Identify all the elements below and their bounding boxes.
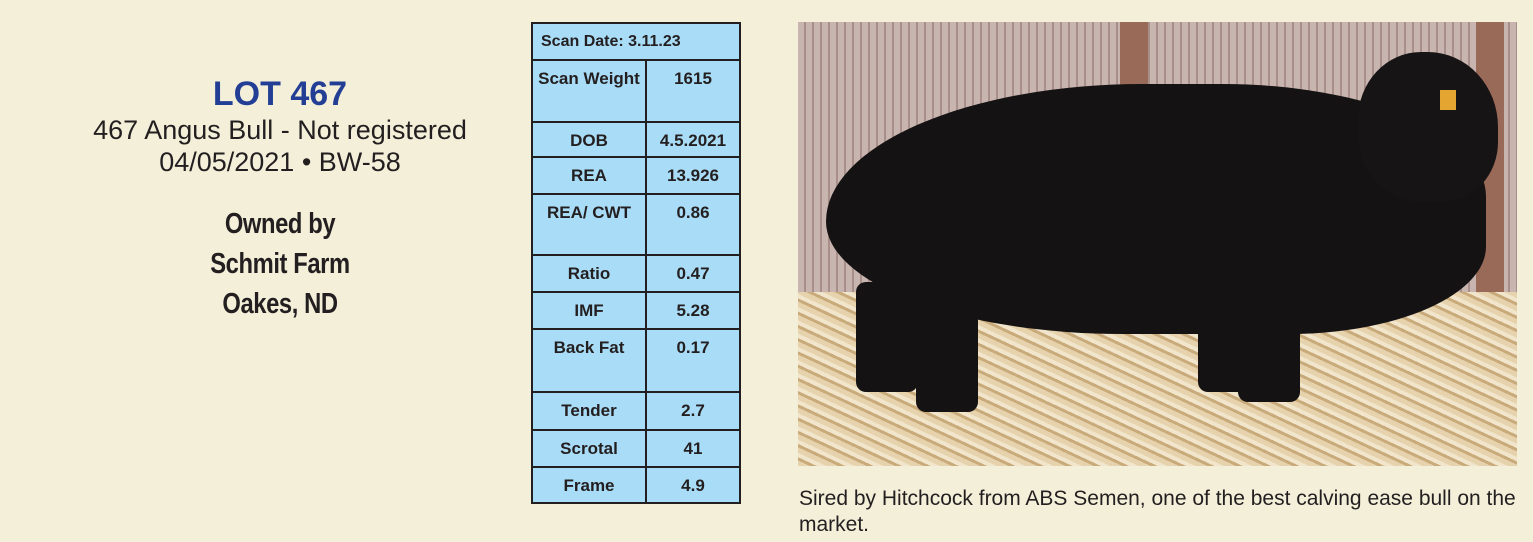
row-value: 4.5.2021 <box>645 121 741 158</box>
row-label: REA/ CWT <box>531 193 647 256</box>
bull-leg <box>856 282 918 392</box>
row-label: IMF <box>531 291 647 330</box>
row-label: Scrotal <box>531 429 647 468</box>
row-label: Tender <box>531 391 647 431</box>
scan-date: Scan Date: 3.11.23 <box>531 22 741 61</box>
row-label: Back Fat <box>531 328 647 393</box>
bull-head <box>1358 52 1498 202</box>
row-value: 41 <box>645 429 741 468</box>
row-label: Scan Weight <box>531 59 647 123</box>
bull-leg <box>916 292 978 412</box>
row-value: 5.28 <box>645 291 741 330</box>
photo-caption: Sired by Hitchcock from ABS Semen, one o… <box>799 487 1516 536</box>
row-value: 13.926 <box>645 156 741 195</box>
bull-photo <box>798 22 1517 466</box>
owner-location: Oakes, ND <box>222 288 338 320</box>
lot-title: LOT 467 <box>212 75 348 113</box>
row-value: 4.9 <box>645 466 741 504</box>
owner-block: Owned by Schmit Farm Oakes, ND <box>83 204 477 324</box>
lot-description: 467 Angus Bull - Not registered <box>93 115 467 145</box>
owner-farm: Schmit Farm <box>210 248 350 280</box>
row-label: Frame <box>531 466 647 504</box>
bull-leg <box>1238 292 1300 402</box>
row-value: 0.17 <box>645 328 741 393</box>
ear-tag <box>1440 90 1456 110</box>
row-value: 2.7 <box>645 391 741 431</box>
row-value: 0.47 <box>645 254 741 293</box>
lot-info: LOT 467 467 Angus Bull - Not registered … <box>40 74 520 324</box>
scan-table: Scan Date: 3.11.23 Scan Weight 1615 DOB 4.… <box>531 22 741 504</box>
lot-dob-bw: 04/05/2021 • BW-58 <box>159 147 401 177</box>
row-value: 1615 <box>645 59 741 123</box>
row-label: REA <box>531 156 647 195</box>
row-value: 0.86 <box>645 193 741 256</box>
row-label: Ratio <box>531 254 647 293</box>
row-label: DOB <box>531 121 647 158</box>
owner-line-1: Owned by <box>224 208 336 240</box>
